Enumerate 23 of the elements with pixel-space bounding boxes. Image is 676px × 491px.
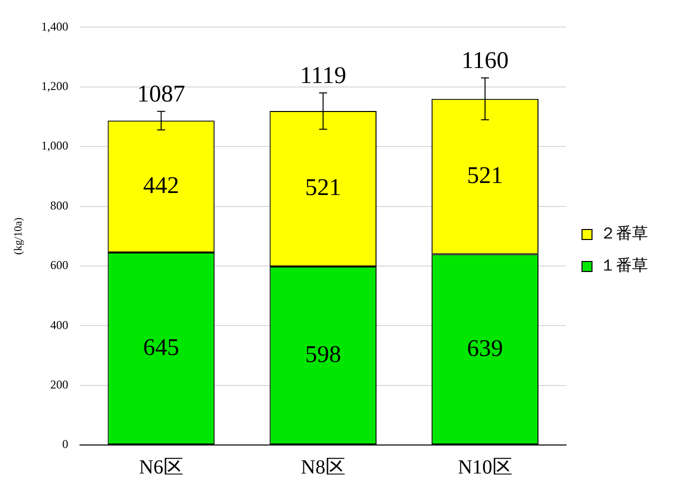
data-label: 645 [143, 335, 180, 362]
data-label: 442 [143, 172, 180, 199]
data-label: 639 [467, 336, 504, 362]
total-label: 1087 [137, 82, 186, 108]
data-label: 598 [305, 342, 342, 368]
total-label: 1160 [461, 48, 509, 74]
x-tick-label: N6区 [138, 456, 184, 478]
y-tick-label: 0 [62, 437, 68, 452]
y-tick-label: 1,200 [41, 79, 68, 94]
legend-label: ２番草 [600, 224, 648, 243]
data-label: 521 [467, 162, 504, 189]
y-tick-label: 600 [50, 258, 68, 272]
total-label: 1119 [300, 63, 346, 90]
data-label: 521 [305, 175, 342, 202]
y-tick-label: 1,000 [41, 138, 68, 153]
legend-label: １番草 [600, 256, 648, 275]
y-tick-label: 400 [50, 318, 68, 332]
y-tick-label: 800 [50, 198, 68, 212]
x-tick-label: N8区 [300, 456, 346, 478]
y-tick-label: 1,400 [41, 19, 68, 34]
y-tick-label: 200 [50, 377, 68, 392]
x-tick-label: N10区 [458, 456, 512, 478]
y-axis-title: (kg/10a) [12, 217, 24, 255]
